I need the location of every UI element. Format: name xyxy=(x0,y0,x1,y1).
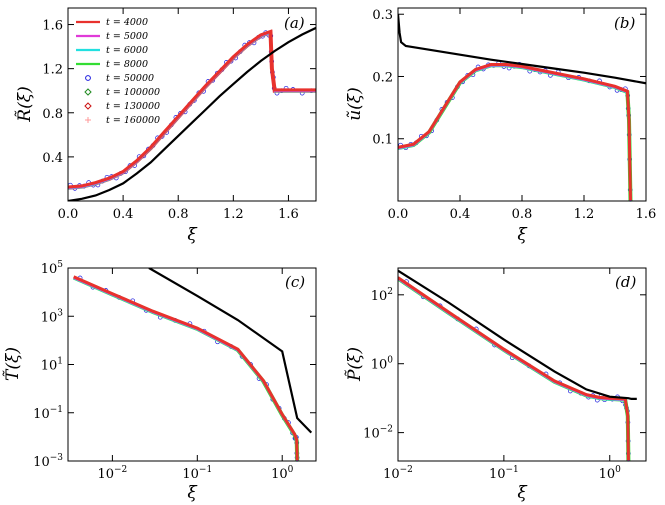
series-strand-b xyxy=(398,64,632,201)
panel-label-a: (a) xyxy=(284,14,305,32)
panel-label-c: (c) xyxy=(285,273,305,291)
x-tick-label: 10−2 xyxy=(383,465,413,482)
x-tick-label: 10−1 xyxy=(489,465,519,482)
legend-label-7: t = 130000 xyxy=(106,101,160,112)
panel-d: 10−2 10−1 100 10−2 100 102 (d) ξ P̃(ξ) xyxy=(345,267,647,503)
axes-frame-b xyxy=(397,7,647,202)
x-axis-label-d: ξ xyxy=(517,483,528,503)
x-tick-label: 0.8 xyxy=(512,207,533,222)
legend-label-4: t = 8000 xyxy=(106,59,148,70)
legend-label-3: t = 6000 xyxy=(106,45,148,56)
legend-swatch-5 xyxy=(85,75,91,81)
y-tick-label: 103 xyxy=(41,308,64,325)
axes-frame-c xyxy=(67,267,317,462)
y-tick-label: 105 xyxy=(41,260,64,277)
x-axis-label-a: ξ xyxy=(187,225,198,245)
series-strand-b xyxy=(398,65,632,202)
panel-a: 0.0 0.4 0.8 1.2 1.6 0.4 0.8 1.2 1.6 (a) ξ R̃(ξ)… xyxy=(15,7,317,245)
y-tick-label: 10−1 xyxy=(33,405,63,422)
legend-entry-6: t = 100000 xyxy=(84,87,160,98)
series-strand-c xyxy=(73,276,299,461)
legend-entry-8: t = 160000 xyxy=(85,115,160,126)
series-strand-c xyxy=(73,275,299,461)
y-tick-label: 1.6 xyxy=(42,19,63,34)
series-strand-d xyxy=(398,278,630,462)
y-tick-label: 0.4 xyxy=(42,151,63,166)
x-ticks-a: 0.0 0.4 0.8 1.2 1.6 xyxy=(58,8,299,222)
x-tick-label: 0.0 xyxy=(388,207,409,222)
legend-entry-4: t = 8000 xyxy=(76,59,148,70)
x-tick-label: 1.6 xyxy=(636,207,657,222)
legend-entry-5: t = 50000 xyxy=(85,73,154,84)
legend-swatch-6 xyxy=(84,88,92,96)
legend-entry-2: t = 5000 xyxy=(76,31,148,42)
y-ticks-d: 10−2 100 102 xyxy=(363,287,646,442)
x-tick-label: 0.8 xyxy=(168,207,189,222)
legend-label-8: t = 160000 xyxy=(106,115,160,126)
x-tick-label: 1.6 xyxy=(278,207,299,222)
y-axis-label-b: ũ(ξ) xyxy=(345,87,365,121)
y-tick-label: 10−2 xyxy=(363,425,393,442)
series-black-a xyxy=(68,26,316,201)
panel-c: 10−2 10−1 100 10−3 10−1 101 103 105 (c) ξ T̃(ξ… xyxy=(3,260,317,503)
axes-frame-a xyxy=(67,7,317,202)
series-strand-a xyxy=(68,29,316,189)
legend: t = 4000 t = 5000 t = 6000 t = 8000 t = … xyxy=(76,17,160,126)
legend-swatch-7 xyxy=(84,102,92,110)
x-tick-label: 0.4 xyxy=(450,207,471,222)
x-tick-label: 0.0 xyxy=(58,207,79,222)
x-ticks-b: 0.0 0.4 0.8 1.2 1.6 xyxy=(388,8,657,222)
x-tick-label: 1.2 xyxy=(223,207,244,222)
y-ticks-c: 10−3 10−1 101 103 105 xyxy=(33,260,316,470)
y-ticks-b: 0.1 0.2 0.3 xyxy=(372,8,646,148)
x-tick-label: 100 xyxy=(271,465,294,482)
series-black-b xyxy=(398,14,646,85)
panel-label-d: (d) xyxy=(615,273,636,291)
y-tick-label: 101 xyxy=(41,357,63,374)
x-tick-label: 10−2 xyxy=(97,465,127,482)
x-tick-label: 100 xyxy=(599,465,622,482)
series-strand-b xyxy=(398,62,632,201)
x-tick-label: 10−1 xyxy=(182,465,212,482)
y-axis-label-a: R̃(ξ) xyxy=(15,86,35,122)
series-strand-d xyxy=(398,277,630,461)
legend-swatch-8 xyxy=(85,117,91,123)
y-ticks-a: 0.4 0.8 1.2 1.6 xyxy=(42,19,316,166)
legend-label-2: t = 5000 xyxy=(106,31,148,42)
x-tick-label: 0.4 xyxy=(113,207,134,222)
legend-entry-7: t = 130000 xyxy=(84,101,160,112)
series-collapse-c xyxy=(72,275,300,461)
y-tick-label: 1.2 xyxy=(42,63,63,78)
y-tick-label: 10−3 xyxy=(33,453,63,470)
series-black-c xyxy=(148,268,313,434)
legend-label-6: t = 100000 xyxy=(106,87,160,98)
x-tick-label: 1.2 xyxy=(574,207,595,222)
legend-label-5: t = 50000 xyxy=(106,73,154,84)
panel-b: 0.0 0.4 0.8 1.2 1.6 0.1 0.2 0.3 (b) ξ ũ(ξ) xyxy=(345,7,657,245)
y-axis-label-d: P̃(ξ) xyxy=(345,347,365,382)
y-axis-label-c: T̃(ξ) xyxy=(3,347,23,381)
y-tick-label: 0.8 xyxy=(42,107,63,122)
x-ticks-d: 10−2 10−1 100 xyxy=(383,268,621,482)
y-tick-label: 102 xyxy=(371,287,393,304)
series-strand-d xyxy=(398,276,630,461)
series-strand-c xyxy=(73,277,299,462)
axes-frame-d xyxy=(397,267,647,462)
scatter-markers-c xyxy=(77,275,300,460)
y-tick-label: 0.1 xyxy=(372,133,393,148)
series-collapse-b xyxy=(398,63,633,201)
y-tick-label: 0.3 xyxy=(372,8,393,23)
legend-label-1: t = 4000 xyxy=(106,17,148,28)
x-axis-label-b: ξ xyxy=(517,225,528,245)
series-collapse-d xyxy=(398,276,631,461)
y-tick-label: 100 xyxy=(371,356,394,373)
x-axis-label-c: ξ xyxy=(187,483,198,503)
legend-entry-3: t = 6000 xyxy=(76,45,148,56)
panel-label-b: (b) xyxy=(614,14,635,32)
y-tick-label: 0.2 xyxy=(372,70,393,85)
legend-entry-1: t = 4000 xyxy=(76,17,148,28)
series-black-d xyxy=(398,269,637,400)
